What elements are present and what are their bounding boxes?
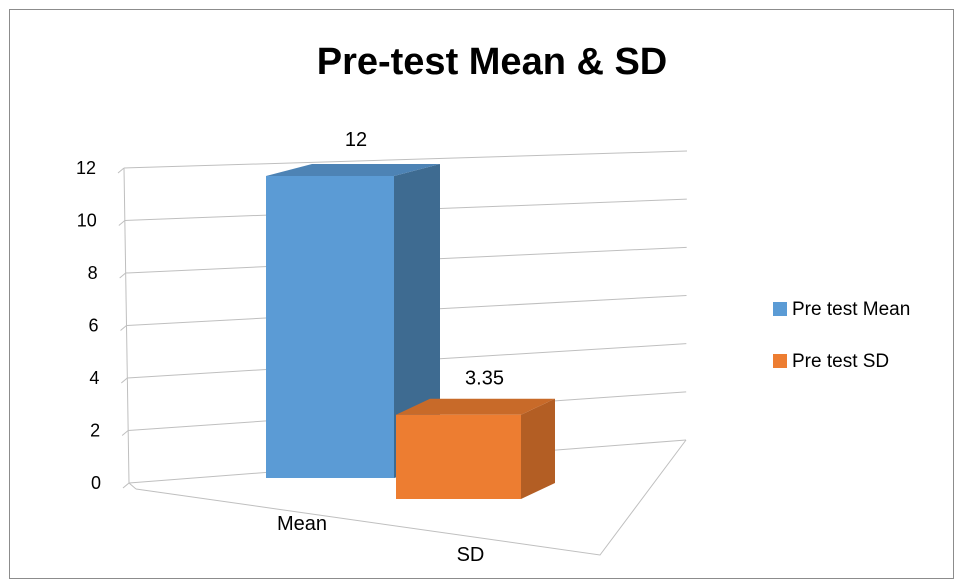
bar-top-sd [396,398,555,415]
bar-side-sd [521,398,555,499]
y-tick-mark [120,325,127,331]
category-label: Mean [277,513,327,535]
y-tick-label: 12 [76,158,96,178]
legend-swatch [773,354,787,368]
legend-swatch [773,302,787,316]
side-wall-edge [123,167,130,484]
bars-layer [266,164,555,499]
y-tick-mark [121,430,129,436]
y-tick-label: 8 [88,263,98,283]
chart-frame: 0 2 4 6 8 10 12 12 Mean 3.35 SD Pre-test Mean & SD… [9,9,954,579]
y-tick-mark [119,272,126,279]
y-tick-label: 0 [91,473,101,493]
data-label: 12 [345,129,367,151]
category-label: SD [457,544,485,566]
y-tick-label: 6 [88,316,98,336]
data-label: 3.35 [465,368,504,390]
chart-svg: 0 2 4 6 8 10 12 12 Mean 3.35 SD Pre-test Mean & SD… [76,41,910,566]
y-tick-label: 4 [89,368,99,388]
bar-top-mean [266,164,440,176]
chart-title: Pre-test Mean & SD [317,41,668,83]
y-tick-mark [122,482,130,489]
bar-sd [396,414,521,499]
gridline [123,150,688,169]
legend-label: Pre test Mean [792,299,910,320]
labels-layer: 0 2 4 6 8 10 12 12 Mean 3.35 SD [76,129,504,566]
bar-mean [266,176,394,478]
y-tick-mark [117,167,125,174]
floor-edge [135,439,687,556]
floor-left-edge [128,482,137,490]
y-tick-mark [121,377,128,384]
legend-label: Pre test SD [792,351,889,372]
legend: Pre test Mean Pre test SD [773,299,910,372]
y-tick-label: 2 [90,421,100,441]
y-tick-mark [118,220,126,226]
y-tick-label: 10 [77,211,97,231]
